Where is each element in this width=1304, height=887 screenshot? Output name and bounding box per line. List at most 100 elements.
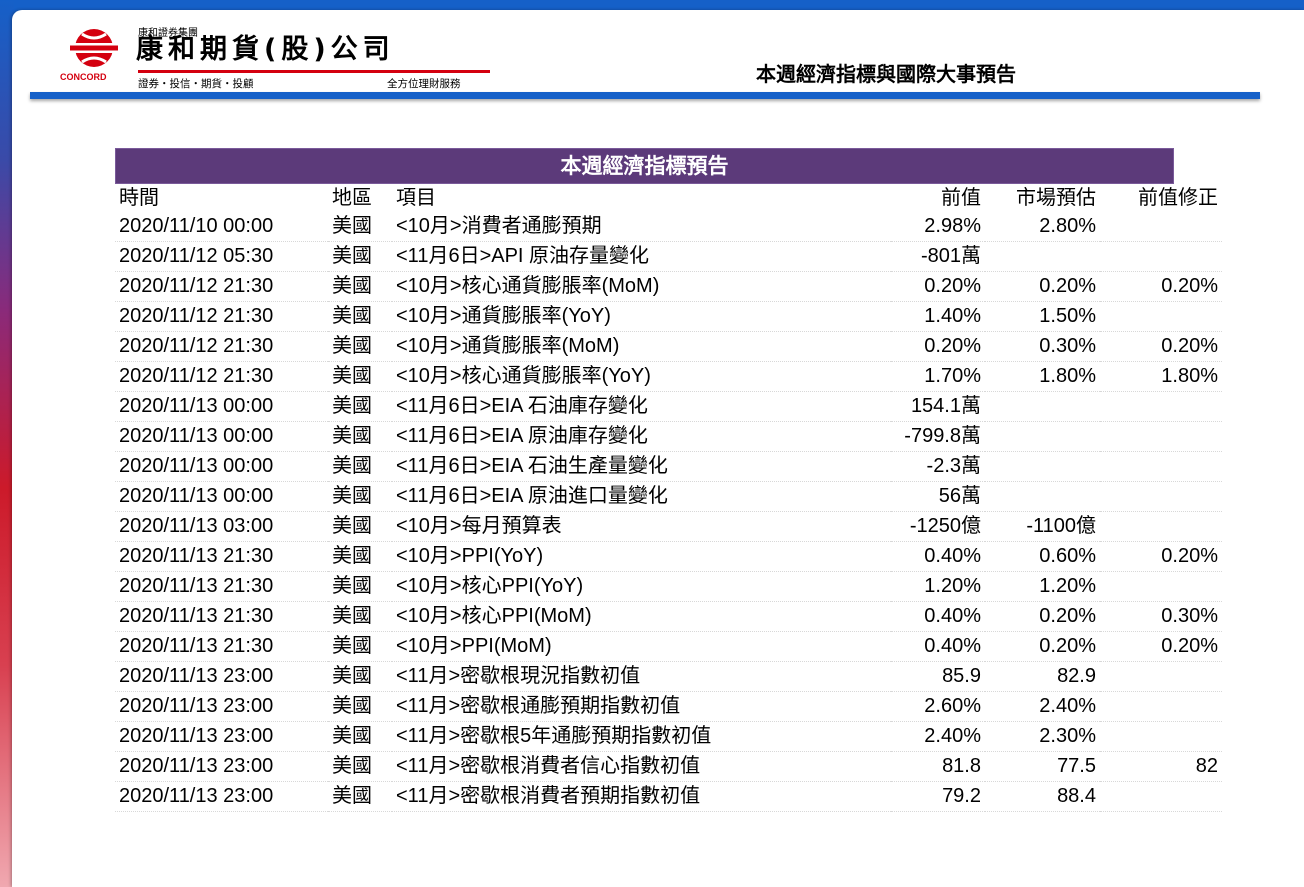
cell-time: 2020/11/13 23:00 <box>115 691 328 722</box>
cell-previous: -2.3萬 <box>891 451 985 482</box>
cell-region: 美國 <box>328 631 392 662</box>
cell-region: 美國 <box>328 721 392 752</box>
cell-time: 2020/11/13 23:00 <box>115 751 328 782</box>
cell-previous: 0.40% <box>891 541 985 572</box>
cell-item: <11月>密歇根現況指數初值 <box>392 661 891 692</box>
cell-previous: -801萬 <box>891 241 985 272</box>
cell-time: 2020/11/12 21:30 <box>115 301 328 332</box>
cell-region: 美國 <box>328 301 392 332</box>
table-row: 2020/11/13 03:00 美國 <10月>每月預算表 -1250億 -1100億 <box>115 511 1222 542</box>
cell-region: 美國 <box>328 271 392 302</box>
cell-forecast: 88.4 <box>985 781 1100 812</box>
table-header-row: 時間 地區 項目 前值 市場預估 前值修正 <box>115 184 1222 212</box>
cell-region: 美國 <box>328 212 392 242</box>
cell-forecast: 77.5 <box>985 751 1100 782</box>
header-divider <box>30 92 1260 99</box>
table-row: 2020/11/12 05:30 美國 <11月6日>API 原油存量變化 -801萬 <box>115 241 1222 272</box>
cell-time: 2020/11/12 21:30 <box>115 271 328 302</box>
company-logo: CONCORD 康和證券集團 康和期貨(股)公司 證券・投信・期貨・投顧 全方位… <box>60 22 502 94</box>
cell-forecast: 0.20% <box>985 631 1100 662</box>
cell-time: 2020/11/12 21:30 <box>115 331 328 362</box>
cell-previous: 2.60% <box>891 691 985 722</box>
cell-previous: 0.20% <box>891 331 985 362</box>
cell-item: <10月>PPI(YoY) <box>392 541 891 572</box>
column-header-previous: 前值 <box>941 187 981 209</box>
cell-time: 2020/11/10 00:00 <box>115 212 328 242</box>
cell-previous: 81.8 <box>891 751 985 782</box>
cell-time: 2020/11/13 00:00 <box>115 391 328 422</box>
cell-forecast: 2.30% <box>985 721 1100 752</box>
table-row: 2020/11/13 23:00 美國 <11月>密歇根通膨預期指數初值 2.60% 2… <box>115 691 1222 722</box>
cell-forecast: 82.9 <box>985 661 1100 692</box>
cell-forecast: -1100億 <box>985 511 1100 542</box>
column-header-revised: 前值修正 <box>1138 187 1218 209</box>
table-row: 2020/11/13 23:00 美國 <11月>密歇根現況指數初值 85.9 82.9 <box>115 661 1222 692</box>
cell-time: 2020/11/13 21:30 <box>115 631 328 662</box>
cell-revised: 1.80% <box>1100 361 1222 392</box>
cell-previous: 1.20% <box>891 571 985 602</box>
indicators-grid: 時間 地區 項目 前值 市場預估 前值修正 2020/11/10 00:00 美國… <box>115 184 1222 812</box>
page-title: 本週經濟指標與國際大事預告 <box>756 62 1016 86</box>
cell-previous: 2.40% <box>891 721 985 752</box>
cell-time: 2020/11/13 23:00 <box>115 721 328 752</box>
table-row: 2020/11/12 21:30 美國 <10月>核心通貨膨脹率(MoM) 0.20%… <box>115 271 1222 302</box>
company-name: 康和期貨(股)公司 <box>136 34 395 65</box>
cell-forecast: 0.20% <box>985 271 1100 302</box>
cell-time: 2020/11/13 00:00 <box>115 421 328 452</box>
table-row: 2020/11/13 21:30 美國 <10月>PPI(MoM) 0.40% 0.20… <box>115 631 1222 662</box>
cell-item: <10月>通貨膨脹率(MoM) <box>392 331 891 362</box>
cell-region: 美國 <box>328 601 392 632</box>
table-row: 2020/11/12 21:30 美國 <10月>核心通貨膨脹率(YoY) 1.70%… <box>115 361 1222 392</box>
cell-revised <box>1100 691 1222 722</box>
cell-forecast: 1.20% <box>985 571 1100 602</box>
cell-region: 美國 <box>328 571 392 602</box>
cell-previous: 0.20% <box>891 271 985 302</box>
cell-revised: 0.20% <box>1100 271 1222 302</box>
cell-revised <box>1100 481 1222 512</box>
cell-item: <11月6日>API 原油存量變化 <box>392 241 891 272</box>
cell-item: <11月6日>EIA 石油生產量變化 <box>392 451 891 482</box>
table-row: 2020/11/13 23:00 美國 <11月>密歇根5年通膨預期指數初值 2.40… <box>115 721 1222 752</box>
cell-previous: 2.98% <box>891 212 985 242</box>
cell-time: 2020/11/13 03:00 <box>115 511 328 542</box>
slogan-text: 全方位理財服務 <box>387 78 461 90</box>
cell-region: 美國 <box>328 391 392 422</box>
column-header-item: 項目 <box>396 187 436 209</box>
cell-previous: 79.2 <box>891 781 985 812</box>
table-row: 2020/11/13 21:30 美國 <10月>核心PPI(YoY) 1.20% 1.… <box>115 571 1222 602</box>
cell-forecast: 1.80% <box>985 361 1100 392</box>
cell-forecast: 0.30% <box>985 331 1100 362</box>
cell-revised <box>1100 571 1222 602</box>
cell-forecast <box>985 421 1100 452</box>
table-title: 本週經濟指標預告 <box>115 148 1174 184</box>
cell-revised: 0.20% <box>1100 331 1222 362</box>
table-row: 2020/11/13 23:00 美國 <11月>密歇根消費者信心指數初值 81.8 7… <box>115 751 1222 782</box>
table-row: 2020/11/13 00:00 美國 <11月6日>EIA 石油生產量變化 -2.3… <box>115 451 1222 482</box>
cell-previous: 154.1萬 <box>891 391 985 422</box>
cell-item: <10月>核心PPI(YoY) <box>392 571 891 602</box>
column-header-forecast: 市場預估 <box>1016 187 1096 209</box>
cell-forecast: 2.80% <box>985 212 1100 242</box>
cell-region: 美國 <box>328 511 392 542</box>
table-row: 2020/11/13 23:00 美國 <11月>密歇根消費者預期指數初值 79.2 8… <box>115 781 1222 812</box>
cell-item: <11月6日>EIA 原油庫存變化 <box>392 421 891 452</box>
cell-forecast <box>985 481 1100 512</box>
cell-region: 美國 <box>328 781 392 812</box>
cell-time: 2020/11/13 21:30 <box>115 571 328 602</box>
cell-time: 2020/11/13 00:00 <box>115 481 328 512</box>
cell-forecast: 1.50% <box>985 301 1100 332</box>
economic-indicators-table: 本週經濟指標預告 時間 地區 項目 前值 市場預估 前值修正 2020/11/1… <box>115 148 1222 812</box>
cell-revised <box>1100 391 1222 422</box>
cell-item: <10月>PPI(MoM) <box>392 631 891 662</box>
cell-revised: 0.30% <box>1100 601 1222 632</box>
cell-forecast <box>985 391 1100 422</box>
cell-region: 美國 <box>328 421 392 452</box>
cell-region: 美國 <box>328 751 392 782</box>
cell-revised <box>1100 451 1222 482</box>
cell-region: 美國 <box>328 661 392 692</box>
cell-item: <10月>核心通貨膨脹率(MoM) <box>392 271 891 302</box>
left-gradient-strip <box>0 0 14 887</box>
cell-time: 2020/11/13 21:30 <box>115 541 328 572</box>
cell-forecast: 0.60% <box>985 541 1100 572</box>
cell-revised <box>1100 241 1222 272</box>
